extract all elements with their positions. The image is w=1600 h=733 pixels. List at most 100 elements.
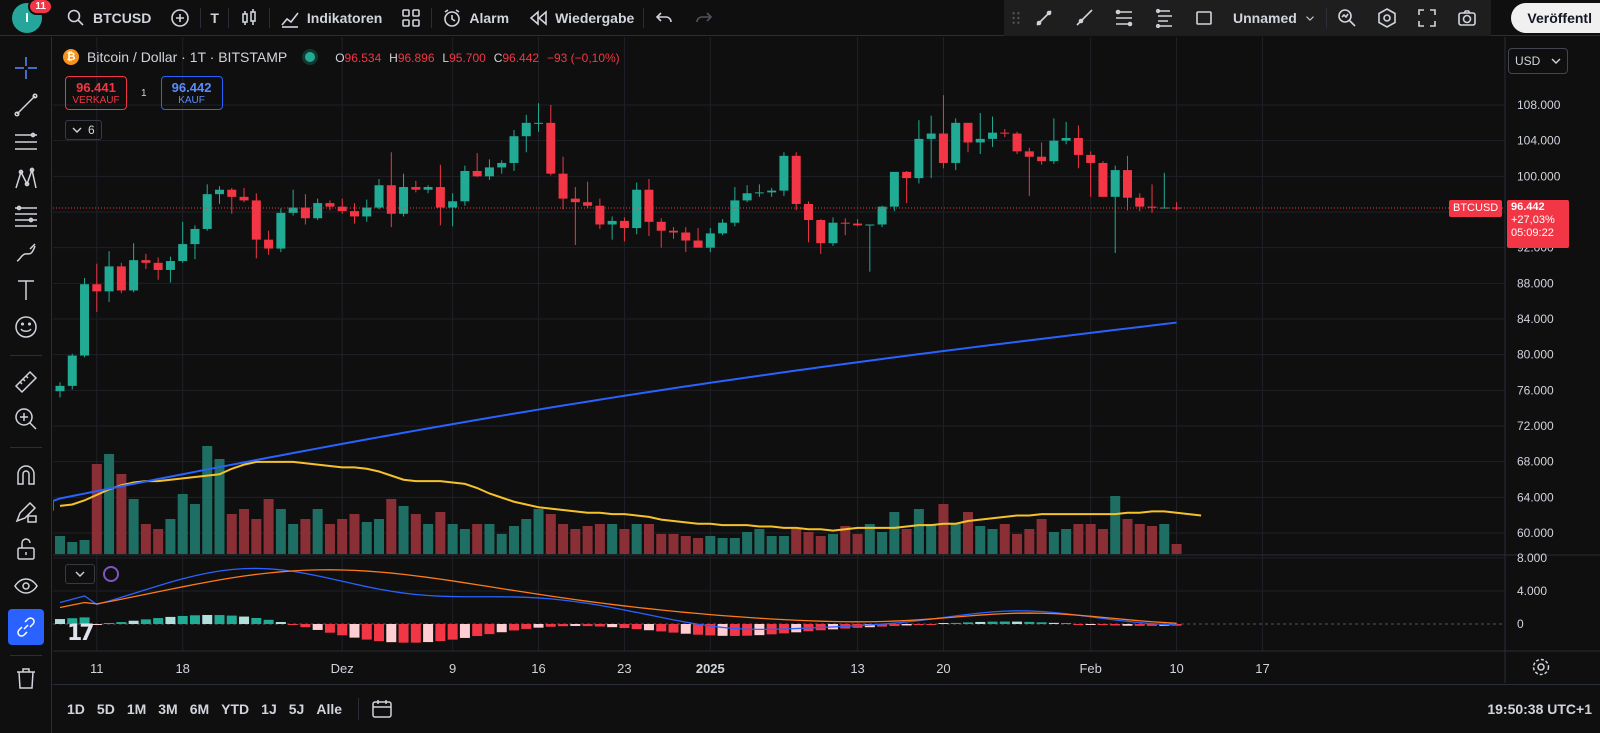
ray-icon	[1073, 7, 1095, 29]
link-tool[interactable]	[8, 609, 44, 645]
snapshot-button[interactable]	[1447, 0, 1487, 36]
volume-bar	[975, 526, 986, 554]
trend-line-tool[interactable]	[8, 87, 44, 123]
fib-tool[interactable]	[8, 198, 44, 234]
settings-button[interactable]	[1367, 0, 1407, 36]
crosshair-tool[interactable]	[8, 50, 44, 86]
volume-bar	[128, 499, 139, 554]
market-status-dot[interactable]	[305, 52, 316, 62]
layout-name-dropdown[interactable]: Unnamed	[1224, 0, 1326, 36]
candle-body	[1024, 151, 1034, 157]
trend-line-tool[interactable]	[1024, 0, 1064, 36]
candle-body	[399, 187, 409, 214]
sell-button[interactable]: 96.441 VERKAUF	[65, 76, 127, 110]
volume-bar	[607, 524, 618, 554]
chart-settings-gear-icon[interactable]	[1531, 657, 1551, 677]
range-button-1m[interactable]: 1M	[126, 701, 147, 717]
volume-bar	[693, 538, 704, 554]
zoom-tool[interactable]	[8, 401, 44, 437]
currency-dropdown[interactable]: USD	[1508, 48, 1568, 74]
chart-type-button[interactable]	[229, 0, 269, 36]
last-price-tag: 96.442 +27,03% 05:09:22	[1507, 200, 1569, 248]
brush-tool[interactable]	[8, 235, 44, 271]
quick-search-button[interactable]	[1327, 0, 1367, 36]
buy-button[interactable]: 96.442 KAUF	[160, 76, 223, 110]
plus-circle-icon	[169, 7, 191, 29]
volume-bar	[459, 529, 470, 554]
macd-collapse-button[interactable]	[65, 564, 95, 584]
macd-histogram-bar	[1097, 624, 1108, 626]
pitchfork-tool[interactable]	[1144, 0, 1184, 36]
range-button-6m[interactable]: 6M	[189, 701, 210, 717]
chart-title[interactable]: Bitcoin / Dollar · 1T · BITSTAMP	[87, 49, 288, 65]
volume-bar	[140, 524, 151, 554]
indicators-button[interactable]: Indikatoren	[270, 0, 391, 36]
stay-in-drawing-mode-tool[interactable]	[8, 494, 44, 530]
avatar-letter: I	[25, 10, 29, 25]
price-chart[interactable]: 108.000104.000100.00096.00092.00088.0008…	[53, 37, 1600, 683]
indicators-toggle[interactable]: 6	[65, 120, 102, 140]
hide-drawings-tool[interactable]	[8, 568, 44, 604]
drag-handle-icon[interactable]	[1008, 7, 1024, 29]
clock-timezone[interactable]: 19:50:38 UTC+1	[1487, 701, 1592, 717]
undo-button[interactable]	[644, 0, 684, 36]
macd-histogram-bar	[275, 622, 286, 624]
low-value: 95.700	[449, 51, 486, 65]
layouts-button[interactable]	[391, 0, 431, 36]
user-avatar[interactable]: I 11	[12, 0, 53, 33]
macd-histogram-bar	[926, 624, 937, 625]
compare-symbol-button[interactable]	[160, 0, 200, 36]
hexagon-settings-icon	[1376, 7, 1398, 29]
tradingview-logo[interactable]: 17	[67, 621, 95, 646]
measure-tool[interactable]	[8, 364, 44, 400]
range-button-ytd[interactable]: YTD	[221, 701, 250, 717]
zoom-in-icon	[15, 408, 37, 430]
range-button-alle[interactable]: Alle	[316, 701, 343, 717]
magnet-tool[interactable]	[8, 457, 44, 493]
divider	[358, 698, 360, 720]
range-button-1d[interactable]: 1D	[67, 701, 85, 717]
rectangle-tool[interactable]	[1184, 0, 1224, 36]
range-button-3m[interactable]: 3M	[158, 701, 178, 717]
chevron-down-icon	[75, 571, 85, 577]
time-axis-tick: Feb	[1079, 661, 1101, 676]
volume-bar	[803, 532, 814, 554]
magnet-icon	[17, 465, 35, 485]
candle-body	[840, 222, 850, 224]
macd-indicator-icon[interactable]	[103, 566, 119, 582]
fullscreen-button[interactable]	[1407, 0, 1447, 36]
candle-body	[386, 185, 396, 214]
pattern-tool[interactable]	[8, 161, 44, 197]
range-button-5d[interactable]: 5D	[96, 701, 115, 717]
volume-bar	[766, 536, 777, 554]
fib-tool[interactable]	[1104, 0, 1144, 36]
high-value: 96.896	[397, 51, 435, 65]
replay-button[interactable]: Wiedergabe	[518, 0, 643, 36]
volume-bar	[852, 534, 863, 554]
emoji-tool[interactable]	[8, 309, 44, 345]
remove-drawings-tool[interactable]	[8, 660, 44, 696]
lock-drawings-tool[interactable]	[8, 531, 44, 567]
time-axis-tick: 9	[449, 661, 456, 676]
pencil-lock-icon	[15, 501, 37, 523]
alert-button[interactable]: Alarm	[432, 0, 518, 36]
indicators-count: 6	[88, 123, 95, 137]
symbol-search-button[interactable]: BTCUSD	[56, 0, 160, 36]
text-tool[interactable]	[8, 272, 44, 308]
interval-button[interactable]: T	[201, 0, 228, 36]
macd-histogram-bar	[901, 624, 912, 626]
ray-tool[interactable]	[1064, 0, 1104, 36]
publish-button[interactable]: Veröffentl	[1511, 3, 1600, 33]
calendar-range-icon[interactable]	[371, 698, 393, 720]
horizontal-lines-tool[interactable]	[8, 124, 44, 160]
candle-body	[975, 138, 985, 143]
volume-bar	[1159, 524, 1170, 554]
redo-button[interactable]	[684, 0, 724, 36]
macd-axis-tick: 0	[1517, 617, 1524, 631]
range-button-1j[interactable]: 1J	[261, 701, 277, 717]
chart-area[interactable]: 108.000104.000100.00096.00092.00088.0008…	[53, 37, 1600, 683]
volume-bar	[619, 529, 630, 554]
candle-body	[55, 385, 65, 392]
candle-body	[681, 232, 691, 241]
range-button-5j[interactable]: 5J	[288, 701, 305, 717]
